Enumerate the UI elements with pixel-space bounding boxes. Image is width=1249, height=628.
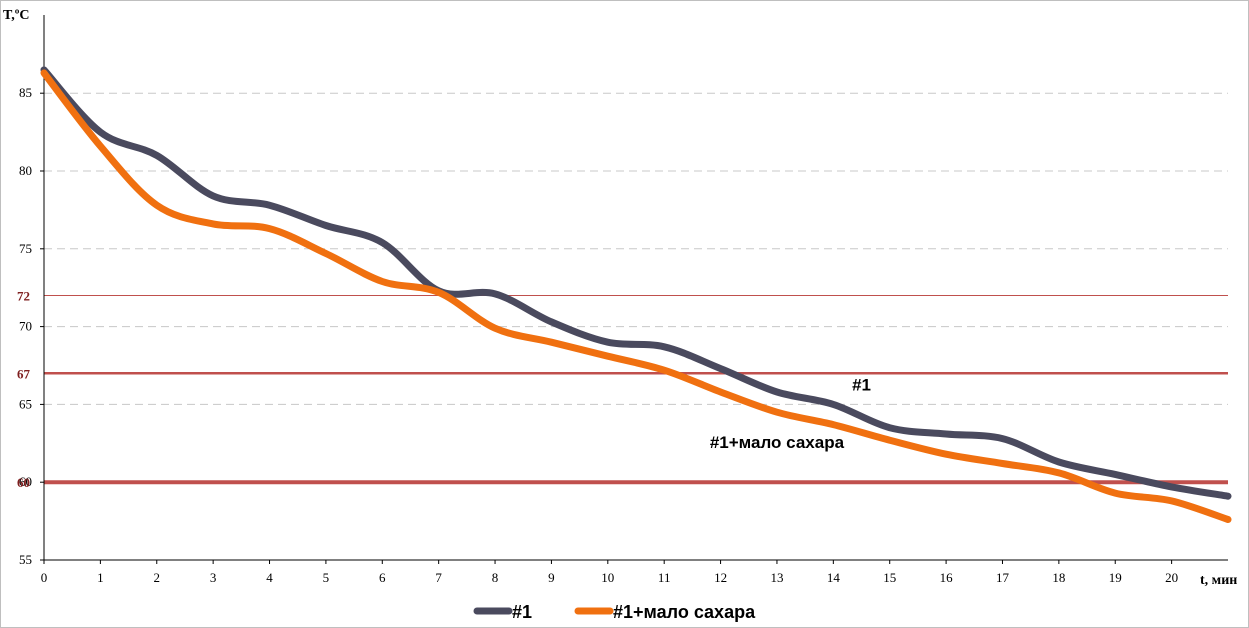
x-tick-label-3: 3 bbox=[210, 570, 217, 585]
x-tick-label-6: 6 bbox=[379, 570, 386, 585]
x-tick-label-4: 4 bbox=[266, 570, 273, 585]
x-tick-label-9: 9 bbox=[548, 570, 555, 585]
legend-label-1[interactable]: #1 bbox=[512, 602, 532, 622]
annotations: #1 #1+мало сахара bbox=[710, 375, 871, 452]
x-tick-label-2: 2 bbox=[154, 570, 161, 585]
x-tick-label-16: 16 bbox=[940, 570, 954, 585]
annotation-1: #1 bbox=[852, 375, 871, 394]
reference-lines bbox=[44, 294, 1228, 485]
annotation-2: #1+мало сахара bbox=[710, 433, 845, 452]
axes: T,ºС t, мин bbox=[3, 8, 1237, 588]
x-tick-label-14: 14 bbox=[827, 570, 841, 585]
y-tick-label-65: 65 bbox=[19, 396, 32, 411]
x-axis-title: t, мин bbox=[1200, 573, 1237, 588]
reference-label-60: 60 bbox=[17, 475, 30, 490]
x-tick-label-17: 17 bbox=[996, 570, 1010, 585]
x-tick-label-13: 13 bbox=[770, 570, 783, 585]
legend-label-2[interactable]: #1+мало сахара bbox=[613, 602, 756, 622]
x-tick-label-1: 1 bbox=[97, 570, 104, 585]
y-tick-label-80: 80 bbox=[19, 163, 32, 178]
y-tick-label-60: 60 bbox=[19, 474, 32, 489]
legend[interactable]: #1 #1+мало сахара bbox=[473, 602, 756, 622]
series-line-1 bbox=[40, 66, 1232, 500]
x-tick-label-11: 11 bbox=[658, 570, 671, 585]
series-lines bbox=[40, 66, 1232, 523]
y-axis-title: T,ºС bbox=[3, 8, 30, 23]
x-tick-label-7: 7 bbox=[435, 570, 442, 585]
x-tick-label-5: 5 bbox=[323, 570, 330, 585]
x-tick-label-15: 15 bbox=[883, 570, 896, 585]
x-tick-labels: 0 1 2 3 4 5 6 7 8 9 10 11 12 13 14 15 16 17 18 19 20 bbox=[41, 560, 1178, 585]
y-tick-label-75: 75 bbox=[19, 241, 32, 256]
series-line-2 bbox=[40, 69, 1232, 523]
y-tick-label-55: 55 bbox=[19, 552, 32, 567]
x-tick-label-10: 10 bbox=[601, 570, 614, 585]
x-tick-label-12: 12 bbox=[714, 570, 727, 585]
y-tick-label-70: 70 bbox=[19, 319, 32, 334]
grid-lines bbox=[44, 92, 1228, 483]
x-tick-label-18: 18 bbox=[1052, 570, 1065, 585]
y-tick-label-85: 85 bbox=[19, 85, 32, 100]
x-tick-label-0: 0 bbox=[41, 570, 48, 585]
x-tick-label-19: 19 bbox=[1109, 570, 1122, 585]
reference-label-72: 72 bbox=[17, 288, 30, 303]
x-tick-label-8: 8 bbox=[492, 570, 499, 585]
x-tick-label-20: 20 bbox=[1165, 570, 1178, 585]
reference-label-67: 67 bbox=[17, 366, 31, 381]
